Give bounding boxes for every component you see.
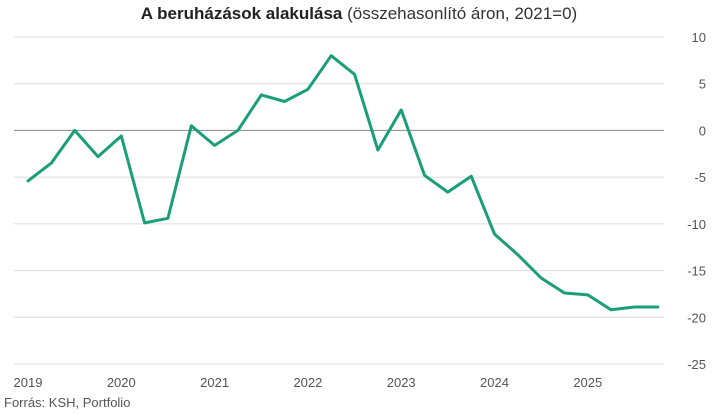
data-point <box>73 128 77 132</box>
data-point <box>213 143 217 147</box>
data-point <box>283 99 287 103</box>
chart-title: A beruházások alakulása (összehasonlító … <box>0 4 718 24</box>
x-tick-label: 2023 <box>387 375 416 390</box>
data-point <box>609 308 613 312</box>
data-point <box>516 253 520 257</box>
data-point <box>376 148 380 152</box>
data-point <box>423 173 427 177</box>
x-tick-label: 2022 <box>293 375 322 390</box>
data-point <box>446 190 450 194</box>
data-point <box>49 161 53 165</box>
data-point <box>166 216 170 220</box>
data-point <box>353 72 357 76</box>
series-group <box>26 54 660 312</box>
source-note: Forrás: KSH, Portfolio <box>4 395 131 410</box>
data-point <box>562 291 566 295</box>
y-tick-label: -10 <box>687 217 706 232</box>
data-point <box>306 87 310 91</box>
data-point <box>493 232 497 236</box>
data-point <box>656 305 660 309</box>
series-line <box>26 54 660 312</box>
y-tick-label: -25 <box>687 357 706 372</box>
y-tick-label: 5 <box>699 77 706 92</box>
x-tick-label: 2019 <box>14 375 43 390</box>
chart-title-rest: (összehasonlító áron, 2021=0) <box>342 4 578 23</box>
chart-title-bold: A beruházások alakulása <box>140 4 343 23</box>
x-tick-label: 2021 <box>200 375 229 390</box>
data-point <box>26 179 30 183</box>
y-tick-label: 10 <box>692 30 706 45</box>
grid-lines <box>14 36 664 365</box>
data-point <box>632 305 636 309</box>
y-tick-label: -5 <box>694 170 706 185</box>
data-point <box>329 54 333 58</box>
data-point <box>586 293 590 297</box>
data-point <box>96 155 100 159</box>
y-tick-label: -20 <box>687 310 706 325</box>
data-point <box>189 124 193 128</box>
data-point <box>399 108 403 112</box>
data-point <box>119 134 123 138</box>
data-point <box>539 276 543 280</box>
data-point <box>259 93 263 97</box>
y-tick-label: 0 <box>699 123 706 138</box>
x-tick-label: 2024 <box>480 375 509 390</box>
y-axis-ticks: 10 5 0 -5 -10 -15 -20 -25 <box>687 30 706 372</box>
data-point <box>236 128 240 132</box>
x-tick-label: 2020 <box>107 375 136 390</box>
y-tick-label: -15 <box>687 264 706 279</box>
x-axis-ticks: 2019 2020 2021 2022 2023 2024 2025 <box>14 375 603 390</box>
x-tick-label: 2025 <box>573 375 602 390</box>
data-point <box>143 221 147 225</box>
data-point <box>469 174 473 178</box>
